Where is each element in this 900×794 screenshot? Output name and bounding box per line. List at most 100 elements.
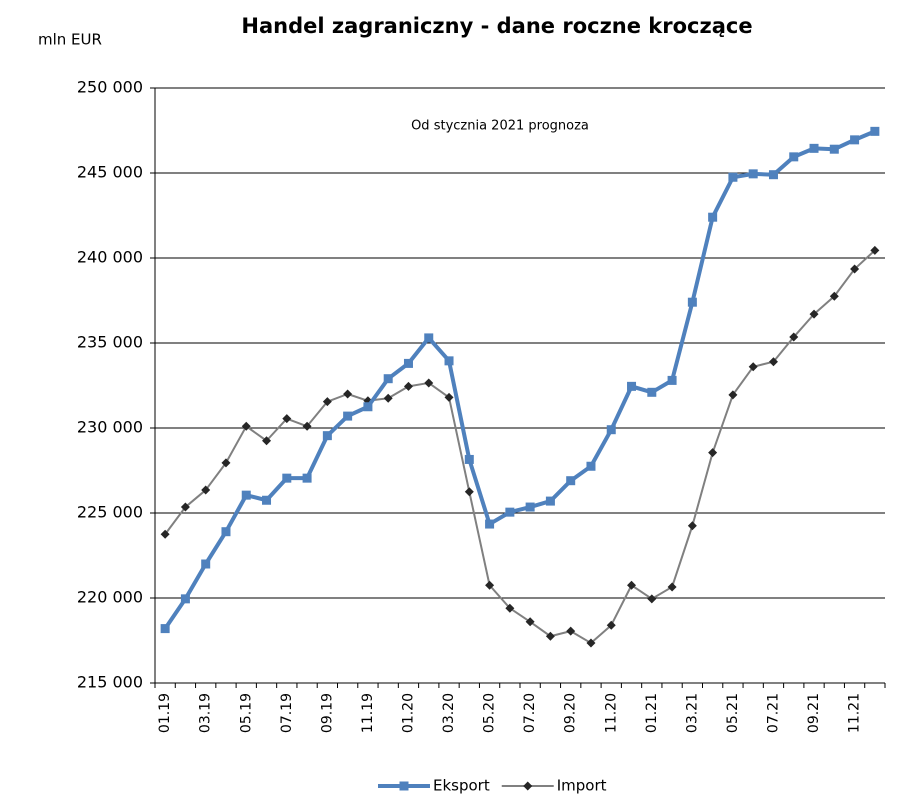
marker [748,169,758,179]
marker [545,496,555,506]
y-tick-label: 215 000 [77,673,143,692]
marker [464,487,474,497]
marker [343,389,353,399]
x-tick-label: 05.21 [725,693,741,733]
x-tick-label: 01.20 [400,693,416,733]
x-tick-label: 01.21 [644,693,660,733]
marker [647,594,657,604]
y-tick-label: 250 000 [77,78,143,97]
marker [241,421,251,431]
marker [525,617,535,627]
x-tick-label: 09.21 [806,693,822,733]
chart-title: Handel zagraniczny - dane roczne krocząc… [241,14,752,38]
y-tick-label: 220 000 [77,588,143,607]
marker [850,135,860,145]
marker [262,495,272,505]
marker [789,152,799,162]
marker [282,414,292,424]
marker [343,411,353,421]
marker [525,502,535,512]
x-tick-label: 03.19 [198,693,214,733]
y-tick-label: 235 000 [77,333,143,352]
legend-marker [399,781,409,791]
marker [444,392,454,402]
marker [322,431,332,441]
marker [586,638,596,648]
y-tick-label: 240 000 [77,248,143,267]
marker [180,502,190,512]
marker [647,387,657,397]
marker [180,594,190,604]
y-tick-label: 225 000 [77,503,143,522]
marker [201,559,211,569]
marker [768,357,778,367]
marker [870,126,880,136]
marker [302,473,312,483]
marker [282,473,292,483]
legend-marker [523,781,533,791]
y-axis-label: mln EUR [38,31,102,49]
marker [586,461,596,471]
x-tick-label: 05.20 [482,693,498,733]
x-tick-label: 11.20 [603,693,619,733]
marker [789,332,799,342]
marker [728,172,738,182]
marker [809,143,819,153]
marker [383,393,393,403]
x-tick-label: 09.19 [319,693,335,733]
marker [606,620,616,630]
marker [627,580,637,590]
marker [566,476,576,486]
x-tick-label: 03.20 [441,693,457,733]
x-tick-label: 07.20 [522,693,538,733]
marker [505,507,515,517]
legend-label: Import [557,777,607,794]
marker [627,381,637,391]
marker [444,356,454,366]
marker [687,297,697,307]
x-tick-label: 11.19 [360,693,376,733]
marker [262,436,272,446]
marker [870,245,880,255]
marker [322,397,332,407]
marker [485,519,495,529]
marker [201,485,211,495]
marker [505,603,515,613]
marker [850,264,860,274]
marker [485,580,495,590]
x-tick-label: 07.19 [279,693,295,733]
series-line [163,129,876,630]
marker [302,421,312,431]
y-tick-label: 230 000 [77,418,143,437]
marker [708,448,718,458]
legend-label: Eksport [433,777,490,794]
series-line [164,249,876,645]
marker [160,624,170,634]
marker [403,358,413,368]
x-tick-label: 05.19 [238,693,254,733]
x-tick-label: 01.19 [157,693,173,733]
marker [221,458,231,468]
marker [241,490,251,500]
marker [606,425,616,435]
marker [687,521,697,531]
marker [829,291,839,301]
annotation: Od stycznia 2021 prognoza [411,119,589,134]
marker [748,362,758,372]
marker [768,170,778,180]
marker [221,527,231,537]
marker [424,333,434,343]
marker [363,402,373,412]
marker [667,582,677,592]
y-tick-label: 245 000 [77,163,143,182]
marker [464,454,474,464]
marker [708,212,718,222]
x-tick-label: 07.21 [765,693,781,733]
marker [383,374,393,384]
marker [403,381,413,391]
marker [545,631,555,641]
x-tick-label: 09.20 [563,693,579,733]
marker [566,626,576,636]
marker [809,309,819,319]
